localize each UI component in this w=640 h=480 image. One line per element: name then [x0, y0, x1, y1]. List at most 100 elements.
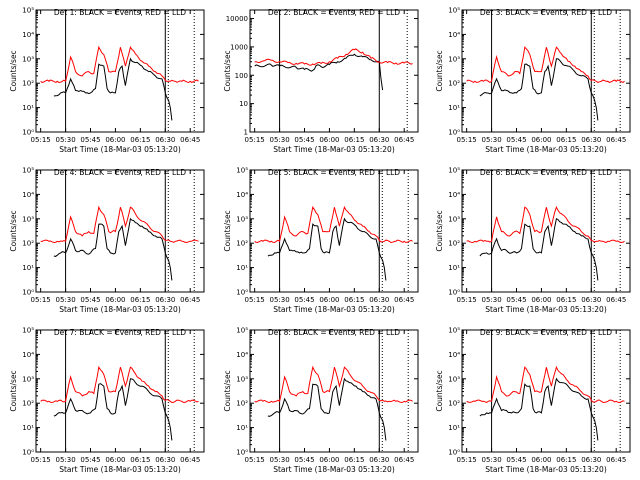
- y-tick-label: 10⁵: [236, 167, 248, 175]
- y-tick-label: 10⁵: [22, 7, 34, 15]
- y-tick-label: 10²: [22, 240, 34, 248]
- y-tick-label: 10⁰: [236, 289, 248, 297]
- plot-frame: [249, 9, 419, 133]
- x-axis-label: Start Time (18-Mar-03 05:13:20): [59, 465, 181, 474]
- chart-panel-8: 05:15 05:30 05:45 06:00 06:15 06:30 06:45 10⁰ 10…: [223, 327, 419, 474]
- y-tick-label: 10²: [448, 240, 460, 248]
- lld-series-line: [40, 205, 199, 244]
- x-tick-label: 06:45: [394, 296, 414, 304]
- lld-series-line: [466, 46, 625, 84]
- y-tick-label: 10¹: [236, 424, 248, 432]
- panel-title: Det 4: BLACK = Events, RED = LLD: [54, 168, 186, 177]
- y-tick-label: 100: [235, 72, 248, 80]
- y-tick-label: 10¹: [22, 104, 34, 112]
- x-tick-label: 05:15: [31, 296, 51, 304]
- y-tick-label: 10⁴: [448, 191, 460, 199]
- chart-panel-6: 05:15 05:30 05:45 06:00 06:15 06:30 06:45 10⁰ 10…: [435, 167, 631, 314]
- y-tick-label: 10⁵: [236, 327, 248, 335]
- x-tick-label: 05:45: [294, 456, 314, 464]
- panel-title: Det 6: BLACK = Events, RED = LLD: [480, 168, 612, 177]
- chart-panel-3: 05:15 05:30 05:45 06:00 06:15 06:30 06:45 10⁰ 10…: [435, 7, 631, 154]
- lld-series-line: [40, 45, 199, 84]
- events-series-line: [254, 53, 384, 91]
- panel-title: Det 1: BLACK = Events, RED = LLD: [54, 8, 186, 17]
- lld-series-line: [40, 365, 199, 404]
- x-tick-label: 06:45: [606, 136, 626, 144]
- y-tick-label: 10: [239, 100, 248, 108]
- x-tick-label: 05:15: [31, 456, 51, 464]
- x-tick-label: 06:00: [105, 136, 125, 144]
- x-tick-label: 05:15: [457, 456, 477, 464]
- x-tick-label: 06:15: [344, 296, 364, 304]
- x-tick-label: 06:30: [155, 456, 175, 464]
- x-tick-label: 06:15: [130, 136, 150, 144]
- chart-panel-1: 05:15 05:30 05:45 06:00 06:15 06:30 06:45 10⁰ 10…: [9, 7, 205, 154]
- x-tick-label: 06:30: [581, 136, 601, 144]
- events-series-line: [267, 377, 387, 441]
- panel-title: Det 8: BLACK = Events, RED = LLD: [268, 328, 400, 337]
- x-tick-label: 05:45: [506, 136, 526, 144]
- x-axis-label: Start Time (18-Mar-03 05:13:20): [485, 305, 607, 314]
- y-tick-label: 1000: [230, 43, 248, 51]
- x-tick-label: 06:30: [581, 456, 601, 464]
- y-tick-label: 10²: [448, 400, 460, 408]
- y-tick-label: 10²: [448, 80, 460, 88]
- x-tick-label: 05:15: [31, 136, 51, 144]
- plot-frame: [461, 9, 631, 133]
- y-tick-label: 10³: [22, 55, 34, 63]
- chart-panel-2: 05:15 05:30 05:45 06:00 06:15 06:30 06:45 1 10 10…: [223, 8, 419, 154]
- y-tick-label: 10¹: [236, 264, 248, 272]
- y-tick-label: 10⁴: [22, 351, 34, 359]
- events-series-line: [479, 377, 599, 441]
- x-axis-label: Start Time (18-Mar-03 05:13:20): [273, 145, 395, 154]
- lld-series-line: [254, 365, 413, 404]
- x-tick-label: 06:15: [344, 136, 364, 144]
- x-axis-label: Start Time (18-Mar-03 05:13:20): [273, 465, 395, 474]
- y-axis-label: Counts/sec: [223, 210, 232, 251]
- panel-title: Det 9: BLACK = Events, RED = LLD: [480, 328, 612, 337]
- x-tick-label: 05:15: [245, 296, 265, 304]
- y-axis-label: Counts/sec: [435, 370, 444, 411]
- x-tick-label: 06:00: [105, 456, 125, 464]
- x-tick-label: 06:45: [180, 136, 200, 144]
- x-tick-label: 05:15: [457, 136, 477, 144]
- x-tick-label: 06:00: [319, 456, 339, 464]
- y-tick-label: 10¹: [22, 424, 34, 432]
- y-tick-label: 10³: [236, 375, 248, 383]
- y-tick-label: 10⁰: [448, 289, 460, 297]
- x-tick-label: 06:45: [394, 456, 414, 464]
- x-tick-label: 06:30: [369, 296, 389, 304]
- plot-frame: [249, 329, 419, 453]
- x-tick-label: 06:30: [369, 456, 389, 464]
- x-tick-label: 05:45: [80, 456, 100, 464]
- x-axis-label: Start Time (18-Mar-03 05:13:20): [59, 145, 181, 154]
- plot-frame: [35, 9, 205, 133]
- x-tick-label: 06:15: [130, 456, 150, 464]
- panel-title: Det 5: BLACK = Events, RED = LLD: [268, 168, 400, 177]
- x-tick-label: 06:00: [105, 296, 125, 304]
- x-tick-label: 05:30: [481, 296, 501, 304]
- y-axis-label: Counts/sec: [223, 370, 232, 411]
- x-tick-label: 05:30: [269, 296, 289, 304]
- y-tick-label: 10⁰: [22, 289, 34, 297]
- x-axis-label: Start Time (18-Mar-03 05:13:20): [59, 305, 181, 314]
- y-tick-label: 10⁵: [448, 7, 460, 15]
- x-tick-label: 05:45: [294, 296, 314, 304]
- x-tick-label: 06:30: [155, 296, 175, 304]
- plot-frame: [35, 329, 205, 453]
- x-axis-label: Start Time (18-Mar-03 05:13:20): [485, 465, 607, 474]
- x-tick-label: 06:45: [180, 296, 200, 304]
- y-axis-label: Counts/sec: [223, 50, 232, 91]
- y-tick-label: 10²: [22, 400, 34, 408]
- y-tick-label: 10¹: [448, 264, 460, 272]
- y-tick-label: 10⁵: [448, 327, 460, 335]
- x-tick-label: 06:45: [606, 296, 626, 304]
- x-tick-label: 05:45: [506, 456, 526, 464]
- y-axis-label: Counts/sec: [435, 50, 444, 91]
- x-tick-label: 05:45: [80, 136, 100, 144]
- y-tick-label: 10³: [236, 215, 248, 223]
- x-tick-label: 06:30: [369, 136, 389, 144]
- y-tick-label: 10⁴: [22, 191, 34, 199]
- x-tick-label: 05:45: [80, 296, 100, 304]
- y-tick-label: 10⁵: [22, 327, 34, 335]
